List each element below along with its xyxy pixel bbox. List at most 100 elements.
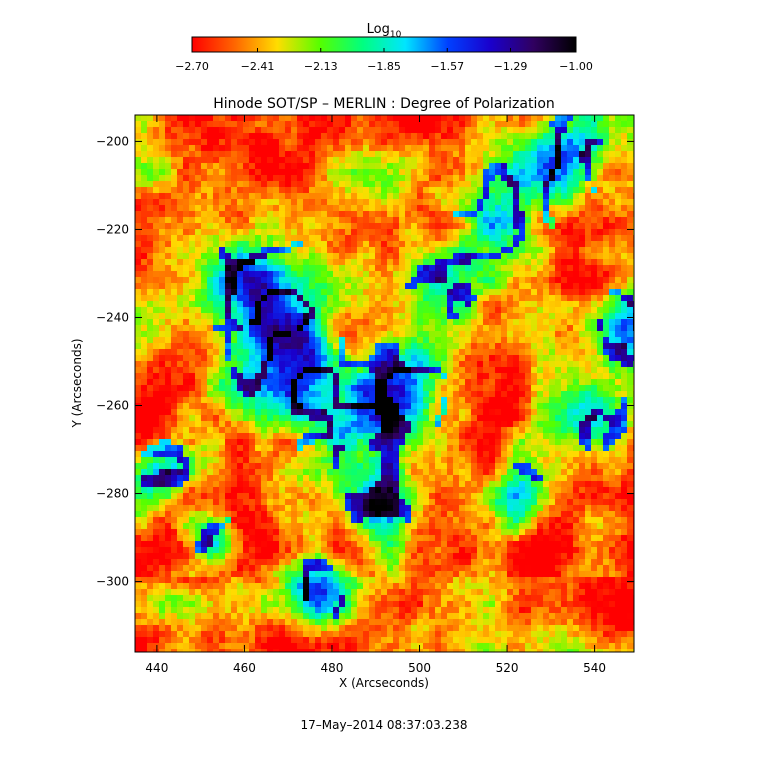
heatmap-cell	[567, 277, 573, 283]
heatmap-cell	[237, 301, 243, 307]
heatmap-cell	[525, 199, 531, 205]
heatmap-cell	[177, 343, 183, 349]
heatmap-cell	[285, 223, 291, 229]
heatmap-cell	[165, 259, 171, 265]
heatmap-cell	[207, 247, 213, 253]
heatmap-cell	[537, 157, 543, 163]
heatmap-cell	[339, 415, 345, 421]
heatmap-cell	[525, 259, 531, 265]
heatmap-cell	[453, 259, 459, 265]
heatmap-cell	[429, 445, 435, 451]
heatmap-cell	[291, 373, 297, 379]
heatmap-cell	[219, 139, 225, 145]
heatmap-cell	[261, 193, 267, 199]
heatmap-cell	[171, 139, 177, 145]
heatmap-cell	[243, 223, 249, 229]
heatmap-cell	[489, 229, 495, 235]
heatmap-cell	[411, 445, 417, 451]
heatmap-cell	[561, 283, 567, 289]
heatmap-cell	[615, 283, 621, 289]
heatmap-cell	[249, 385, 255, 391]
heatmap-cell	[225, 211, 231, 217]
heatmap-cell	[147, 361, 153, 367]
heatmap-cell	[147, 403, 153, 409]
heatmap-cell	[603, 427, 609, 433]
heatmap-cell	[231, 175, 237, 181]
heatmap-cell	[345, 259, 351, 265]
heatmap-cell	[603, 457, 609, 463]
heatmap-cell	[399, 307, 405, 313]
heatmap-cell	[345, 121, 351, 127]
heatmap-cell	[483, 403, 489, 409]
heatmap-cell	[285, 145, 291, 151]
heatmap-cell	[543, 313, 549, 319]
heatmap-cell	[261, 331, 267, 337]
heatmap-cell	[267, 391, 273, 397]
heatmap-cell	[183, 265, 189, 271]
heatmap-cell	[273, 325, 279, 331]
heatmap-cell	[195, 247, 201, 253]
heatmap-cell	[153, 457, 159, 463]
heatmap-cell	[459, 391, 465, 397]
heatmap-cell	[507, 121, 513, 127]
colorbar-tick-label: −1.29	[494, 60, 528, 73]
heatmap-cell	[369, 379, 375, 385]
heatmap-cell	[213, 385, 219, 391]
heatmap-cell	[273, 301, 279, 307]
heatmap-cell	[435, 391, 441, 397]
heatmap-cell	[447, 433, 453, 439]
heatmap-cell	[441, 253, 447, 259]
heatmap-cell	[447, 241, 453, 247]
heatmap-cell	[627, 223, 633, 229]
heatmap-cell	[537, 133, 543, 139]
heatmap-cell	[369, 145, 375, 151]
heatmap-cell	[483, 337, 489, 343]
heatmap-cell	[243, 211, 249, 217]
heatmap-cell	[561, 169, 567, 175]
heatmap-cell	[237, 343, 243, 349]
heatmap-cell	[627, 463, 633, 469]
heatmap-cell	[399, 247, 405, 253]
heatmap-cell	[393, 169, 399, 175]
heatmap-cell	[471, 403, 477, 409]
heatmap-cell	[195, 211, 201, 217]
heatmap-cell	[159, 385, 165, 391]
heatmap-cell	[507, 355, 513, 361]
heatmap-cell	[237, 397, 243, 403]
heatmap-cell	[573, 265, 579, 271]
heatmap-cell	[225, 289, 231, 295]
heatmap-cell	[621, 235, 627, 241]
heatmap-cell	[201, 367, 207, 373]
heatmap-cell	[597, 211, 603, 217]
heatmap-cell	[555, 181, 561, 187]
heatmap-cell	[465, 229, 471, 235]
heatmap-cell	[549, 355, 555, 361]
heatmap-cell	[573, 445, 579, 451]
heatmap-cell	[171, 355, 177, 361]
heatmap-cell	[237, 127, 243, 133]
heatmap-cell	[459, 373, 465, 379]
heatmap-cell	[465, 169, 471, 175]
heatmap-cell	[411, 349, 417, 355]
heatmap-cell	[579, 223, 585, 229]
heatmap-cell	[207, 151, 213, 157]
heatmap-cell	[441, 181, 447, 187]
heatmap-cell	[465, 271, 471, 277]
heatmap-cell	[435, 121, 441, 127]
heatmap-cell	[189, 205, 195, 211]
heatmap-cell	[405, 391, 411, 397]
heatmap-cell	[525, 307, 531, 313]
heatmap-cell	[303, 403, 309, 409]
heatmap-cell	[339, 277, 345, 283]
heatmap-cell	[225, 403, 231, 409]
heatmap-cell	[501, 337, 507, 343]
heatmap-cell	[603, 163, 609, 169]
heatmap-cell	[573, 199, 579, 205]
heatmap-cell	[375, 385, 381, 391]
heatmap-cell	[501, 193, 507, 199]
heatmap-cell	[447, 337, 453, 343]
heatmap-cell	[177, 193, 183, 199]
heatmap-cell	[243, 349, 249, 355]
heatmap-cell	[249, 391, 255, 397]
heatmap-cell	[153, 463, 159, 469]
